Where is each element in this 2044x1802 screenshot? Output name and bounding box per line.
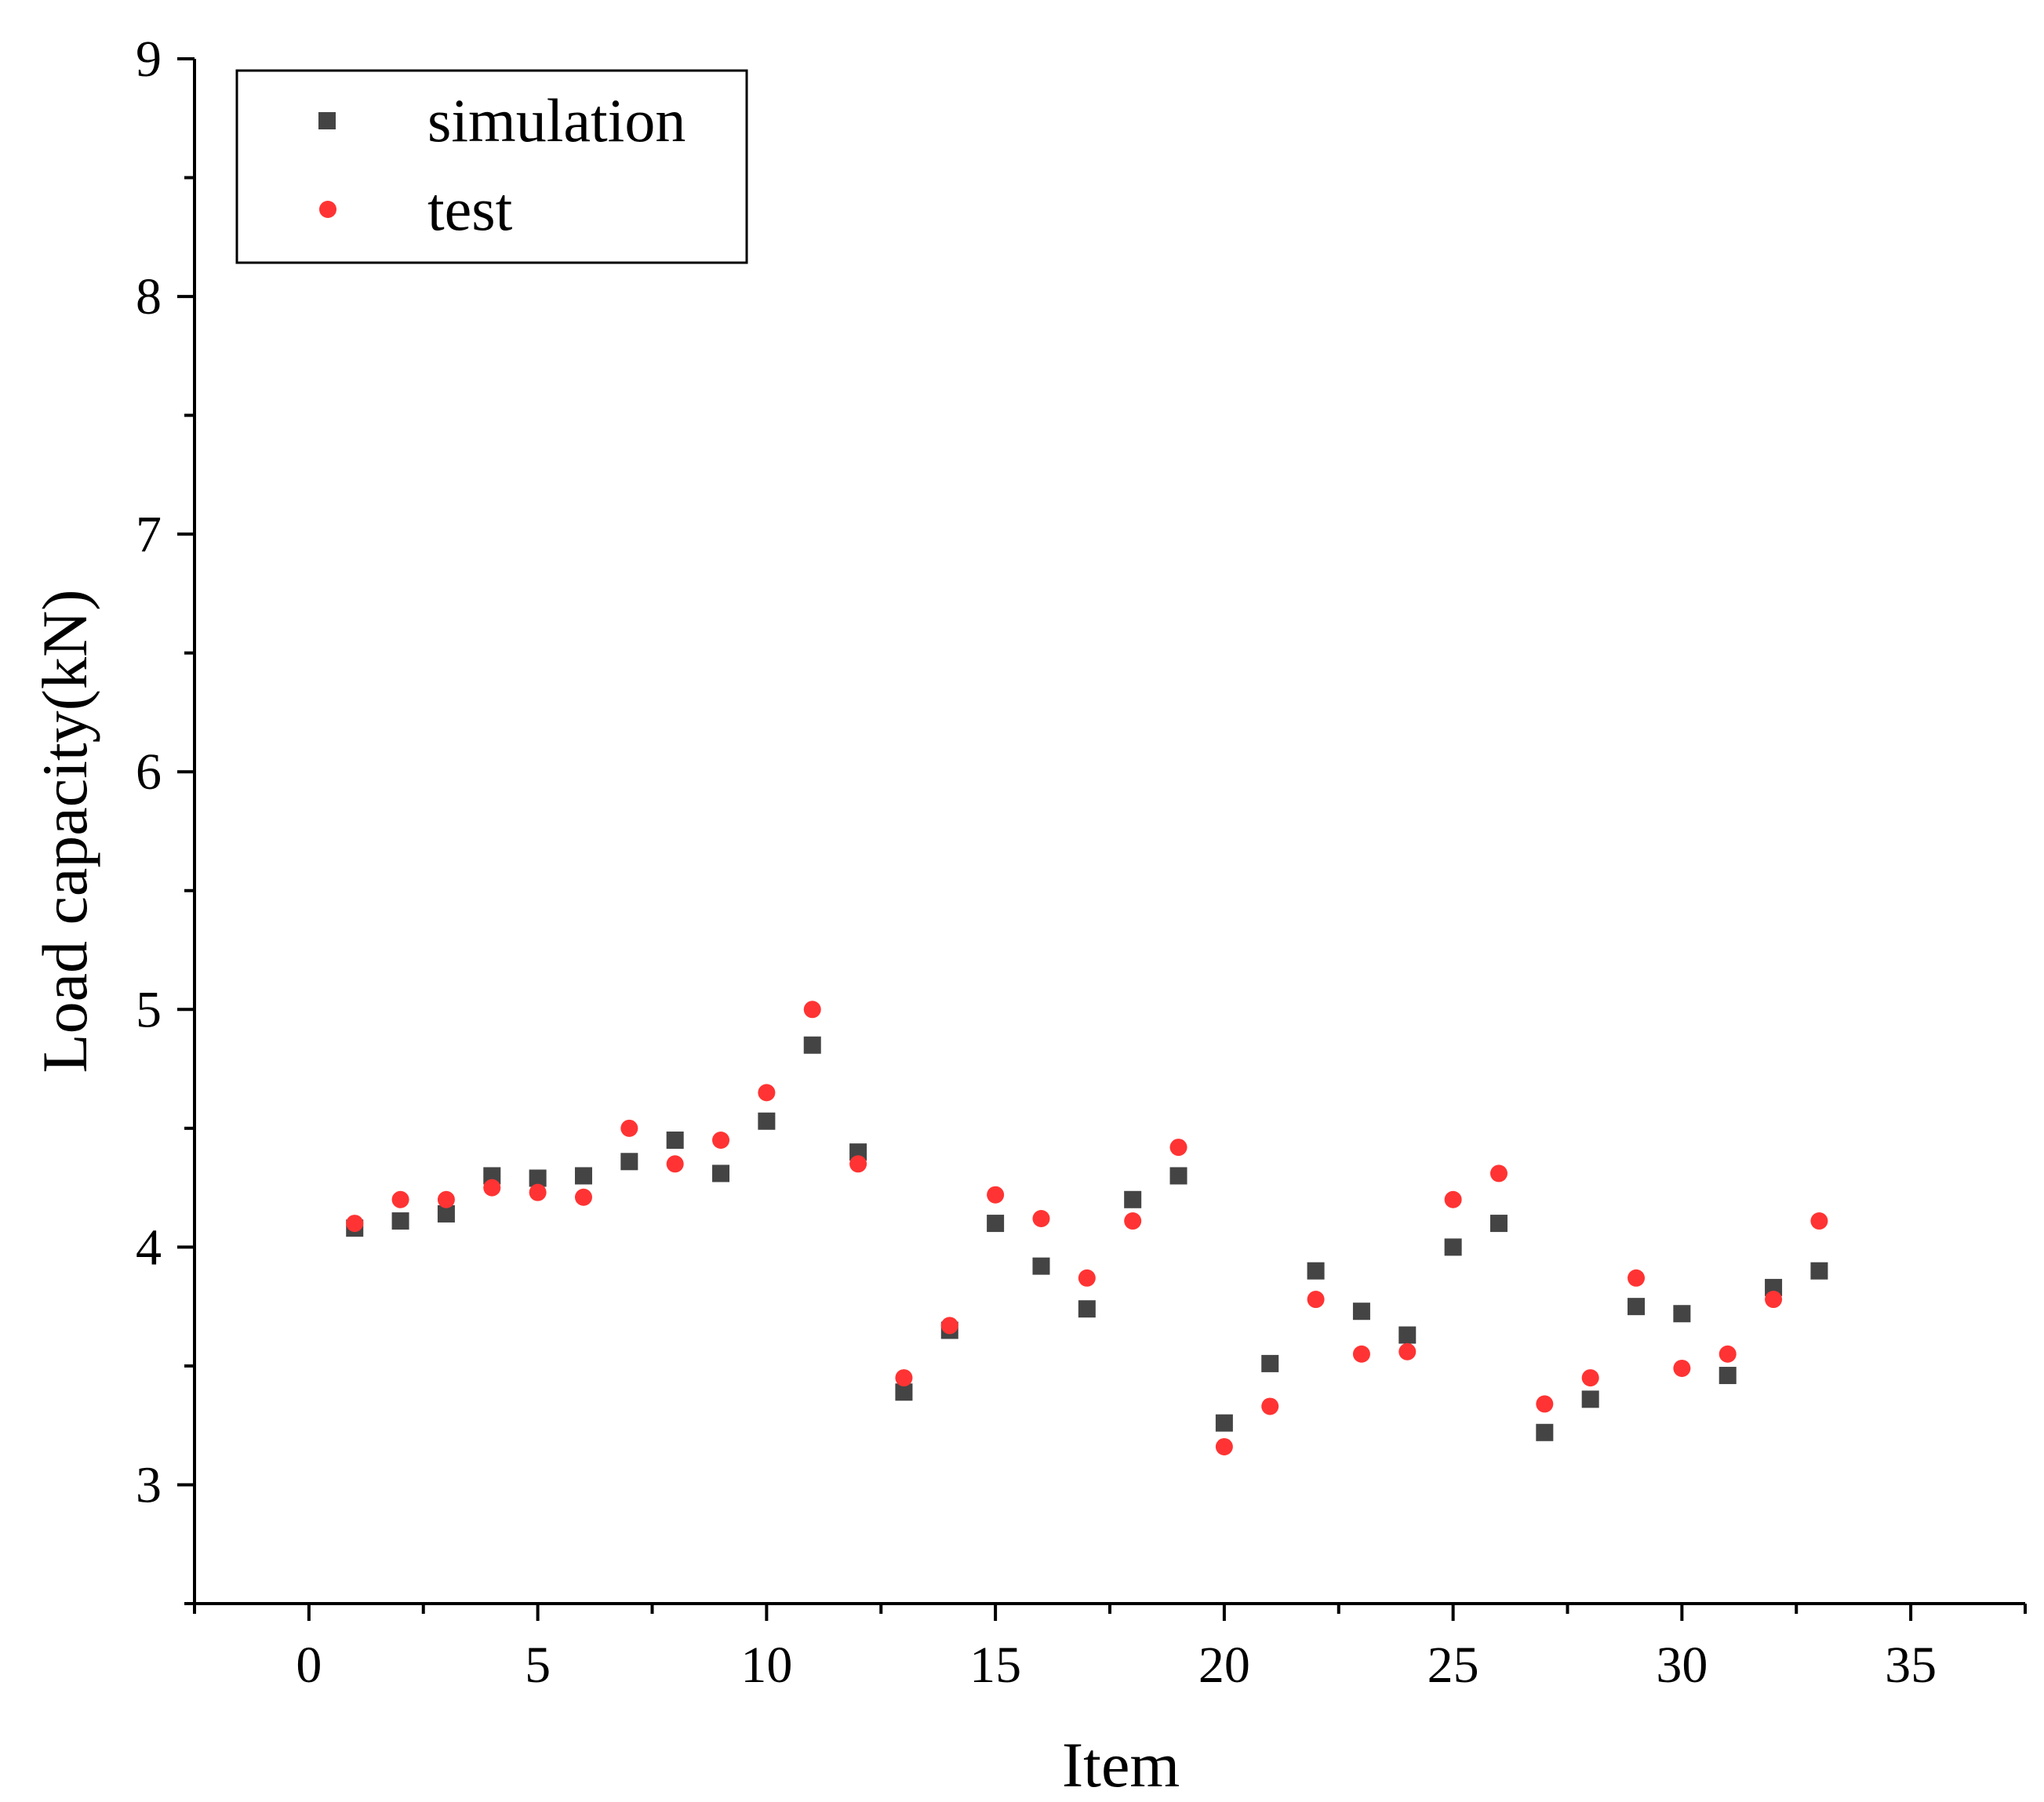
point-simulation [1032,1257,1050,1275]
point-simulation [1765,1278,1783,1296]
point-simulation [712,1164,730,1183]
point-simulation [1489,1215,1508,1233]
point-test [620,1119,638,1137]
point-simulation [1307,1262,1325,1280]
y-tick-label: 9 [136,31,162,88]
y-tick-label: 8 [136,268,162,325]
point-test [574,1188,592,1206]
point-test [987,1186,1005,1204]
point-test [529,1183,547,1201]
point-test [712,1132,730,1149]
y-tick-label: 7 [136,506,162,563]
point-simulation [391,1212,409,1230]
point-test [346,1215,364,1233]
point-simulation [529,1169,547,1187]
point-simulation [849,1143,867,1161]
point-test [895,1369,913,1387]
point-test [666,1155,684,1173]
point-simulation [758,1112,776,1130]
point-simulation [1810,1262,1828,1280]
point-test [1444,1190,1462,1208]
point-test [849,1155,867,1173]
y-axis-title: Load capacity(kN) [29,590,100,1074]
point-test [1078,1269,1096,1287]
point-test [940,1317,958,1335]
point-test [803,1001,821,1019]
x-tick-label: 25 [1428,1637,1479,1694]
point-test [1718,1345,1737,1363]
point-test [1215,1437,1233,1455]
point-simulation [437,1204,455,1223]
point-simulation [1718,1367,1737,1385]
y-tick-label: 3 [136,1456,162,1513]
x-tick-label: 35 [1885,1637,1937,1694]
point-simulation [574,1167,592,1185]
y-tick-label: 5 [136,981,162,1038]
point-test [1810,1212,1828,1230]
point-test [1169,1139,1187,1157]
point-test [483,1179,501,1197]
point-test [1124,1212,1142,1230]
point-test [1765,1291,1783,1309]
point-simulation [1628,1298,1646,1316]
point-simulation [666,1132,684,1149]
point-test [1536,1395,1554,1413]
point-simulation [1215,1414,1233,1432]
legend: simulation test [235,69,748,264]
legend-marker-simulation [318,112,336,129]
y-tick-label: 6 [136,743,162,801]
point-test [1352,1345,1370,1363]
point-test [1307,1291,1325,1309]
point-simulation [1444,1238,1462,1256]
data-points [346,1001,1828,1455]
x-tick-label: 0 [296,1637,322,1694]
point-simulation [895,1383,913,1401]
axes [193,59,2025,1605]
legend-label-test: test [427,175,513,243]
x-axis-title: Item [1062,1729,1180,1800]
point-simulation [1352,1302,1370,1321]
point-simulation [620,1153,638,1171]
point-test [1628,1269,1646,1287]
point-simulation [987,1215,1005,1233]
point-simulation [1261,1354,1279,1372]
point-simulation [1398,1326,1417,1344]
point-simulation [1581,1390,1599,1408]
point-simulation [1536,1423,1554,1441]
x-tick-label: 10 [740,1637,792,1694]
point-simulation [1673,1305,1691,1323]
point-test [1489,1164,1508,1183]
x-tick-label: 15 [969,1637,1021,1694]
point-simulation [1124,1190,1142,1208]
x-tick-label: 5 [525,1637,551,1694]
y-tick-label: 4 [136,1219,162,1276]
point-test [1398,1342,1417,1361]
legend-box [235,69,748,264]
point-simulation [1169,1167,1187,1185]
point-test [437,1190,455,1208]
x-tick-label: 20 [1198,1637,1250,1694]
legend-label-simulation: simulation [427,86,686,154]
point-test [391,1190,409,1208]
point-test [1032,1210,1050,1228]
point-simulation [1078,1300,1096,1318]
ticks: 3 4 5 6 7 8 9 0 5 10 15 20 25 30 35 [136,31,2027,1694]
point-test [758,1084,776,1102]
point-simulation [803,1036,821,1054]
point-simulation [483,1167,501,1185]
point-test [1673,1359,1691,1377]
legend-marker-test [319,201,336,218]
point-test [1581,1369,1599,1387]
point-test [1261,1397,1279,1415]
x-tick-label: 30 [1656,1637,1708,1694]
